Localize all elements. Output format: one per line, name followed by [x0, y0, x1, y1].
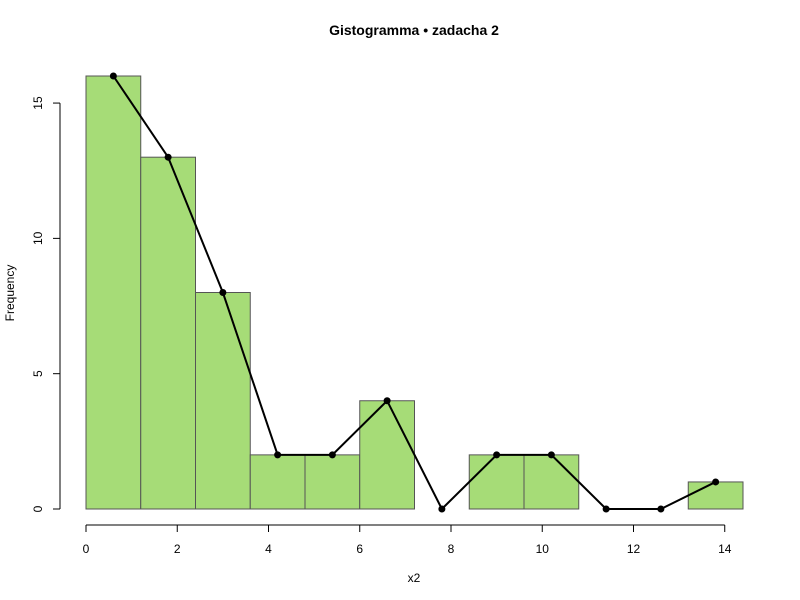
polygon-point-5 — [383, 397, 391, 405]
histogram-bar-2 — [195, 292, 251, 510]
bars-group — [85, 75, 744, 510]
y-tick-label-15: 15 — [31, 96, 45, 110]
polygon-point-0 — [109, 72, 117, 80]
y-tick-label-5: 5 — [31, 370, 45, 377]
polygon-point-9 — [602, 505, 610, 513]
y-tick-label-10: 10 — [31, 231, 45, 245]
chart-title: Gistogramma • zadacha 2 — [329, 22, 499, 38]
polygon-point-1 — [164, 153, 172, 161]
polygon-point-7 — [493, 451, 501, 459]
x-tick-label-2: 2 — [174, 542, 181, 556]
histogram-bar-7 — [468, 454, 525, 510]
x-axis-label: x2 — [408, 571, 421, 585]
histogram-bar-1 — [140, 156, 196, 510]
polygon-point-8 — [547, 451, 555, 459]
histogram-bar-3 — [249, 454, 306, 510]
polygon-point-6 — [438, 505, 446, 513]
y-axis-label: Frequency — [3, 265, 17, 322]
x-tick-label-6: 6 — [356, 542, 363, 556]
x-axis: 0 2 4 6 8 10 12 14 — [83, 524, 732, 556]
polygon-line — [112, 75, 717, 511]
x-tick-label-12: 12 — [627, 542, 641, 556]
polygon-point-3 — [274, 451, 282, 459]
y-axis: 0 5 10 15 — [31, 96, 61, 512]
histogram-bar-8 — [523, 454, 580, 510]
x-tick-label-10: 10 — [536, 542, 550, 556]
frequency-polygon — [109, 72, 720, 513]
y-tick-label-0: 0 — [31, 505, 45, 512]
polygon-point-11 — [712, 478, 720, 486]
histogram-bar-11 — [687, 481, 744, 510]
histogram-bar-0 — [85, 75, 142, 510]
x-tick-label-0: 0 — [83, 542, 90, 556]
histogram-bar-5 — [359, 400, 415, 510]
polygon-point-2 — [219, 289, 227, 296]
x-tick-label-14: 14 — [718, 542, 732, 556]
histogram-bar-4 — [304, 454, 361, 510]
x-tick-label-8: 8 — [448, 542, 455, 556]
polygon-point-4 — [328, 451, 336, 459]
x-tick-label-4: 4 — [265, 542, 272, 556]
polygon-point-10 — [657, 505, 665, 513]
